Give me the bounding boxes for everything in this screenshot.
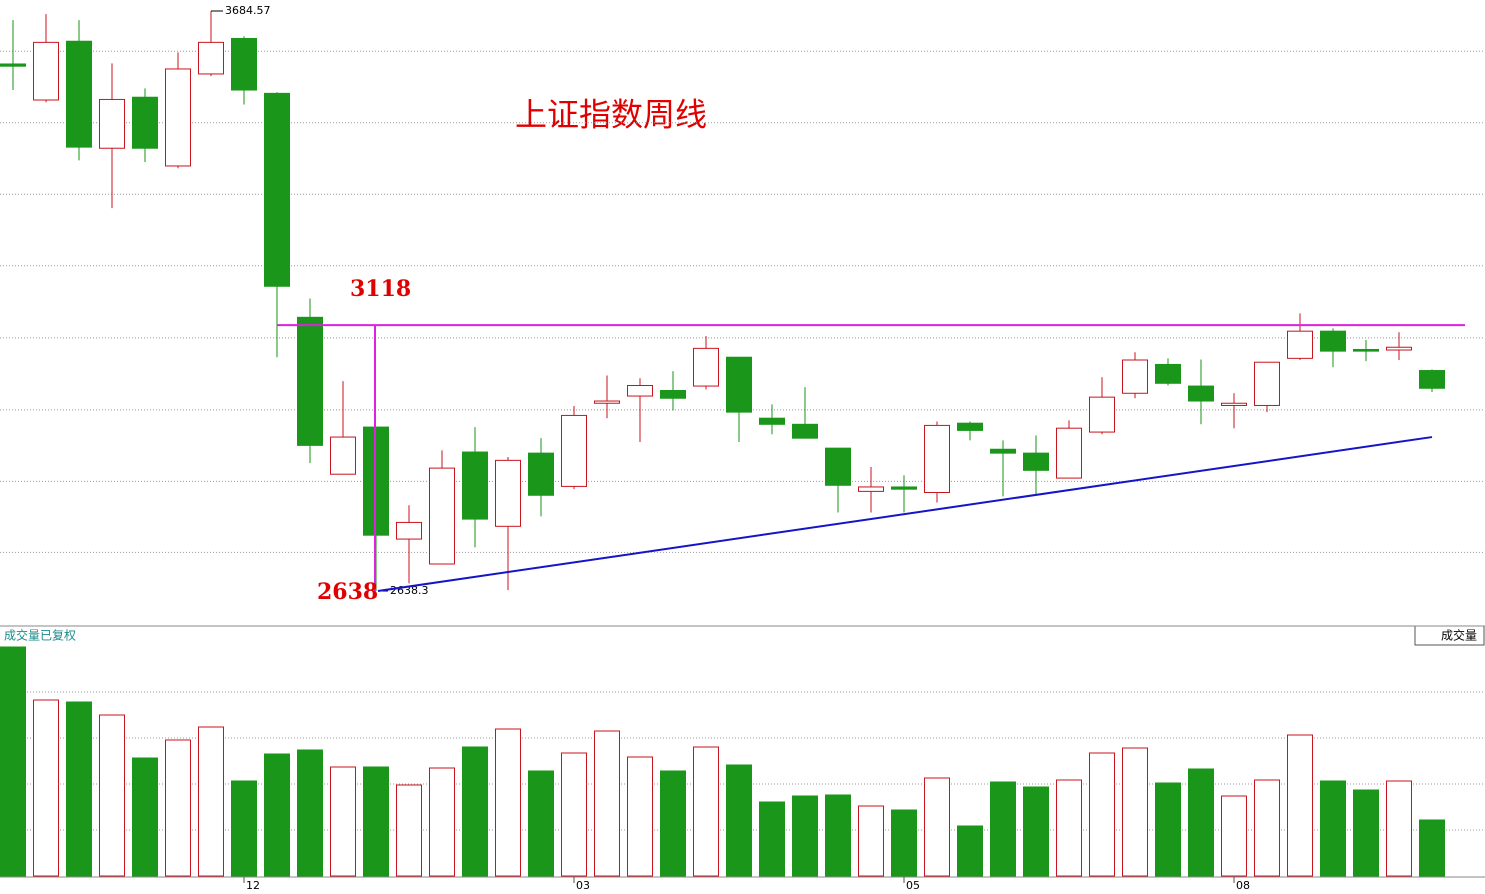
volume-bar — [1089, 752, 1115, 877]
volume-bar — [594, 730, 620, 877]
candle-body — [858, 486, 884, 492]
volume-bar — [561, 752, 587, 877]
volume-bar — [297, 749, 323, 877]
candle-body — [1287, 330, 1313, 359]
candle-body — [660, 389, 686, 399]
chart-title: 上证指数周线 — [515, 96, 707, 134]
volume-bar — [924, 777, 950, 877]
volume-bar — [33, 699, 59, 877]
x-tick-label: 12 — [246, 879, 260, 892]
volume-bar — [858, 805, 884, 877]
candle-body — [924, 424, 950, 493]
candle-body — [165, 68, 191, 167]
candle-body — [726, 356, 752, 413]
candle-body — [561, 414, 587, 487]
candle-body — [693, 347, 719, 387]
candle-body — [1122, 359, 1148, 394]
candle-body — [1089, 396, 1115, 433]
candle-body — [99, 98, 125, 149]
candle-body — [33, 41, 59, 101]
volume-bar — [693, 746, 719, 877]
volume-label: 成交量已复权 — [4, 628, 76, 643]
candle-body — [627, 385, 653, 397]
candle-body — [231, 37, 257, 91]
candle-body — [792, 423, 818, 439]
volume-bar — [891, 809, 917, 877]
x-tick-label: 05 — [906, 879, 920, 892]
volume-bar — [660, 770, 686, 877]
candle-body — [462, 451, 488, 520]
candle-body — [528, 452, 554, 496]
volume-bar — [330, 766, 356, 877]
volume-bar — [1386, 780, 1412, 877]
candle-body — [1023, 452, 1049, 471]
volume-bar — [627, 756, 653, 877]
candle-body — [1353, 348, 1379, 352]
volume-bar — [825, 794, 851, 877]
volume-bar — [1056, 779, 1082, 877]
candle-body — [264, 92, 290, 287]
volume-bar — [1287, 734, 1313, 877]
candle-body — [990, 448, 1016, 454]
volume-bar — [1419, 819, 1445, 877]
candle-body — [1254, 361, 1280, 406]
volume-bar — [990, 781, 1016, 877]
candle-body — [297, 316, 323, 446]
candle-body — [1419, 370, 1445, 389]
volume-bar — [1188, 768, 1214, 877]
volume-bar — [198, 726, 224, 877]
trendline — [377, 436, 1433, 592]
volume-bar — [462, 746, 488, 877]
x-tick-label: 03 — [576, 879, 590, 892]
candle-body — [594, 400, 620, 404]
x-tick-label: 08 — [1236, 879, 1250, 892]
volume-bar — [1320, 780, 1346, 877]
support-label: 2638 — [317, 579, 378, 605]
candle-body — [66, 40, 92, 148]
volume-bar — [0, 646, 26, 877]
volume-bar — [528, 770, 554, 877]
volume-bar — [495, 728, 521, 877]
volume-bar — [1023, 786, 1049, 877]
volume-bar — [957, 825, 983, 877]
candle-body — [1056, 427, 1082, 479]
candle-body — [1386, 346, 1412, 351]
volume-bar — [231, 780, 257, 877]
candle-body — [759, 417, 785, 425]
volume-bar — [1221, 795, 1247, 877]
candle-body — [1188, 385, 1214, 402]
candle-body — [396, 521, 422, 540]
candle-body — [330, 436, 356, 475]
candle-body — [198, 41, 224, 75]
volume-bar — [165, 739, 191, 877]
volume-bar — [1353, 789, 1379, 877]
volume-bar — [1122, 747, 1148, 877]
volume-bar — [759, 801, 785, 877]
resistance-label: 3118 — [350, 276, 411, 302]
volume-bar — [726, 764, 752, 877]
volume-legend: 成交量 — [1441, 628, 1477, 643]
volume-bar — [66, 701, 92, 877]
volume-bar — [792, 795, 818, 877]
volume-bar — [363, 766, 389, 877]
volume-bar — [396, 784, 422, 877]
volume-bar — [132, 757, 158, 877]
candle-body — [1320, 330, 1346, 352]
volume-bar — [429, 767, 455, 877]
candle-body — [132, 96, 158, 149]
volume-bar — [1155, 782, 1181, 877]
volume-bar — [99, 714, 125, 877]
candle-body — [825, 447, 851, 486]
volume-bar — [264, 753, 290, 877]
candle-body — [1221, 402, 1247, 406]
candle-body — [0, 63, 26, 67]
candle-body — [957, 422, 983, 431]
candle-body — [891, 486, 917, 490]
high-label: 3684.57 — [225, 4, 271, 17]
candle-body — [1155, 363, 1181, 384]
candle-body — [429, 467, 455, 565]
candle-body — [495, 459, 521, 527]
volume-bar — [1254, 779, 1280, 877]
